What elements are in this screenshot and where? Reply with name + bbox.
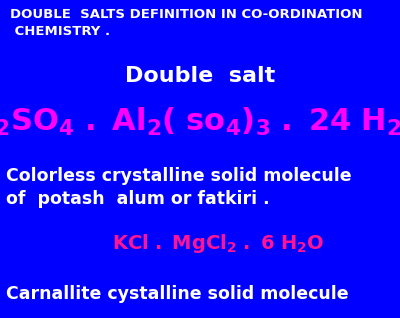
Text: Carnallite cystalline solid molecule: Carnallite cystalline solid molecule	[6, 285, 349, 303]
Text: $\mathbf{KCl\ .\ MgCl_2\ .\ 6\ H_2O}$: $\mathbf{KCl\ .\ MgCl_2\ .\ 6\ H_2O}$	[112, 232, 324, 255]
Text: DOUBLE  SALTS DEFINITION IN CO-ORDINATION
 CHEMISTRY .: DOUBLE SALTS DEFINITION IN CO-ORDINATION…	[10, 8, 362, 38]
Text: Colorless crystalline solid molecule
of  potash  alum or fatkiri .: Colorless crystalline solid molecule of …	[6, 167, 352, 208]
Text: $\mathbf{K_2SO_4\ .\ Al_2(\ so_4)_3\ .\ 24\ H_2O}$: $\mathbf{K_2SO_4\ .\ Al_2(\ so_4)_3\ .\ …	[0, 107, 400, 138]
Text: Double  salt: Double salt	[125, 66, 275, 86]
